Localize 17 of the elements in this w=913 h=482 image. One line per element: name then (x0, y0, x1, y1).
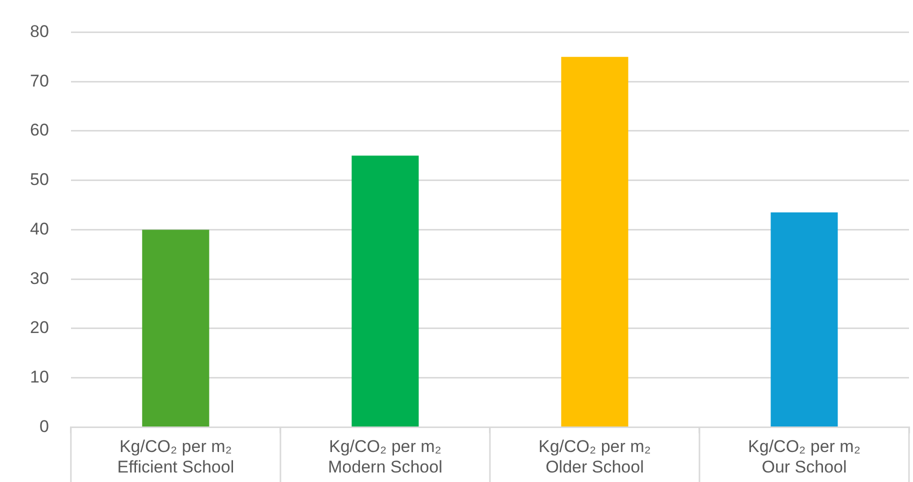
y-tick-label: 50 (30, 170, 49, 190)
bar (770, 212, 838, 426)
y-tick-label: 40 (30, 219, 49, 238)
y-tick-label: 30 (30, 268, 49, 288)
x-tick-label: Kg/CO₂ per m₂ Modern School (328, 437, 442, 476)
bar (561, 56, 628, 426)
y-tick-label: 70 (30, 71, 49, 90)
x-tick-label: Kg/CO₂ per m₂ Older School (538, 437, 651, 476)
y-tick-label: 80 (30, 22, 49, 41)
x-tick-label: Kg/CO₂ per m₂ Our School (748, 437, 860, 476)
x-tick-label: Kg/CO₂ per m₂ Efficient School (117, 437, 234, 476)
bar (142, 230, 210, 426)
y-tick-label: 60 (30, 120, 49, 140)
bar (352, 156, 419, 426)
y-tick-label: 10 (30, 368, 49, 387)
y-tick-label: 0 (39, 416, 49, 436)
y-tick-label: 20 (30, 318, 49, 338)
